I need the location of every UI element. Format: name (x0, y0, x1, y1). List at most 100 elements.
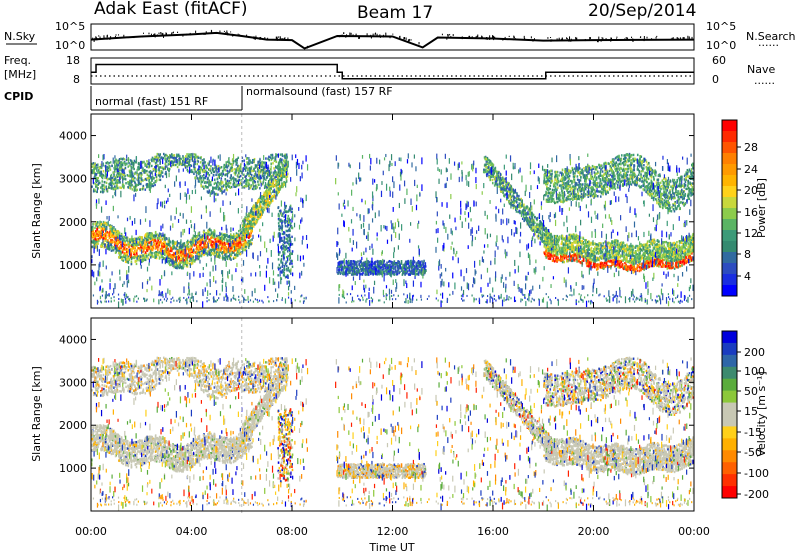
power-cell (253, 206, 255, 209)
power-cell (259, 187, 261, 190)
power-cell (212, 233, 214, 237)
power-cell (212, 247, 214, 250)
power-cell (280, 167, 283, 171)
cpid-label: CPID (4, 90, 33, 103)
power-cell (117, 241, 120, 244)
power-cell (260, 210, 262, 214)
power-cell (136, 249, 138, 252)
power-cell (277, 258, 280, 261)
power-cell (376, 263, 379, 266)
power-cell (128, 170, 131, 174)
power-cell (222, 249, 225, 252)
power-cell (221, 191, 223, 195)
power-cell (114, 231, 117, 235)
power-cell (111, 247, 114, 250)
nsky-noise-mark (589, 36, 591, 40)
power-cell (281, 261, 284, 265)
power-cell (123, 239, 125, 242)
power-cell (204, 184, 207, 188)
power-cell (229, 257, 231, 260)
power-cell (146, 185, 148, 189)
power-cell (253, 176, 255, 180)
power-cell (129, 241, 131, 244)
power-cell (131, 243, 133, 247)
power-cell (226, 166, 229, 169)
power-cell (121, 257, 123, 261)
power-cell (210, 232, 213, 235)
power-cell (215, 182, 218, 185)
power-cell (167, 163, 170, 166)
power-cell (209, 241, 211, 245)
power-cell (133, 159, 136, 163)
power-cell (422, 262, 424, 265)
power-cell (95, 167, 97, 170)
power-cell (259, 196, 262, 199)
power-cell (252, 169, 255, 173)
power-cell (142, 250, 144, 254)
power-cell (119, 173, 122, 177)
power-cell (212, 190, 214, 194)
power-cell (105, 181, 108, 185)
power-cell (139, 243, 141, 246)
power-cell (185, 252, 188, 255)
nsky-noise-mark (627, 37, 629, 39)
power-cell (270, 153, 272, 157)
power-cell (123, 158, 126, 161)
power-cell (190, 240, 192, 244)
power-cell (238, 244, 240, 248)
power-cell (217, 248, 219, 252)
power-cell (94, 162, 96, 166)
power-cell (96, 169, 98, 172)
power-cell (95, 230, 97, 233)
power-cell (277, 222, 280, 225)
power-cell (191, 262, 194, 265)
nsky-noise-mark (349, 32, 351, 36)
power-cell (115, 158, 117, 161)
power-cell (277, 206, 280, 209)
power-cell (194, 176, 197, 179)
power-cell (221, 247, 223, 250)
power-cell (223, 241, 226, 245)
power-cell (261, 162, 264, 166)
nsky-noise-mark (625, 36, 627, 40)
power-cell (149, 237, 152, 240)
power-cell (233, 251, 235, 254)
power-cell (213, 170, 215, 174)
power-cell (98, 167, 101, 170)
power-cell (158, 234, 160, 237)
power-cell (393, 273, 396, 276)
power-cell (257, 199, 259, 203)
power-cell (239, 252, 242, 256)
power-cell (140, 260, 143, 264)
freq-top-tick: 18 (66, 54, 80, 67)
power-cell (211, 235, 214, 238)
power-cell (132, 240, 135, 243)
power-cell (171, 255, 174, 259)
power-cell (139, 255, 142, 258)
power-cell (218, 253, 221, 256)
power-cell (156, 252, 159, 256)
power-cell (197, 234, 199, 237)
nsky-noise-mark (171, 32, 173, 34)
power-cell (368, 269, 371, 272)
power-cell (109, 230, 111, 234)
power-cell (148, 236, 151, 239)
power-cell (384, 266, 387, 269)
power-cell (419, 265, 421, 269)
power-cell (219, 237, 222, 241)
power-cell (156, 244, 159, 247)
power-cell (241, 177, 244, 180)
power-cell (222, 170, 224, 173)
power-cell (277, 253, 280, 256)
nsky-noise-mark (165, 32, 167, 35)
power-cell (114, 229, 117, 233)
power-cell (255, 184, 257, 187)
power-cell (289, 272, 292, 275)
power-cell (139, 182, 142, 186)
power-cell (287, 234, 290, 237)
nsky-noise-mark (492, 35, 494, 39)
power-cell (155, 253, 157, 256)
power-cell (104, 234, 107, 237)
power-cell (135, 255, 137, 258)
power-cell (180, 267, 183, 270)
